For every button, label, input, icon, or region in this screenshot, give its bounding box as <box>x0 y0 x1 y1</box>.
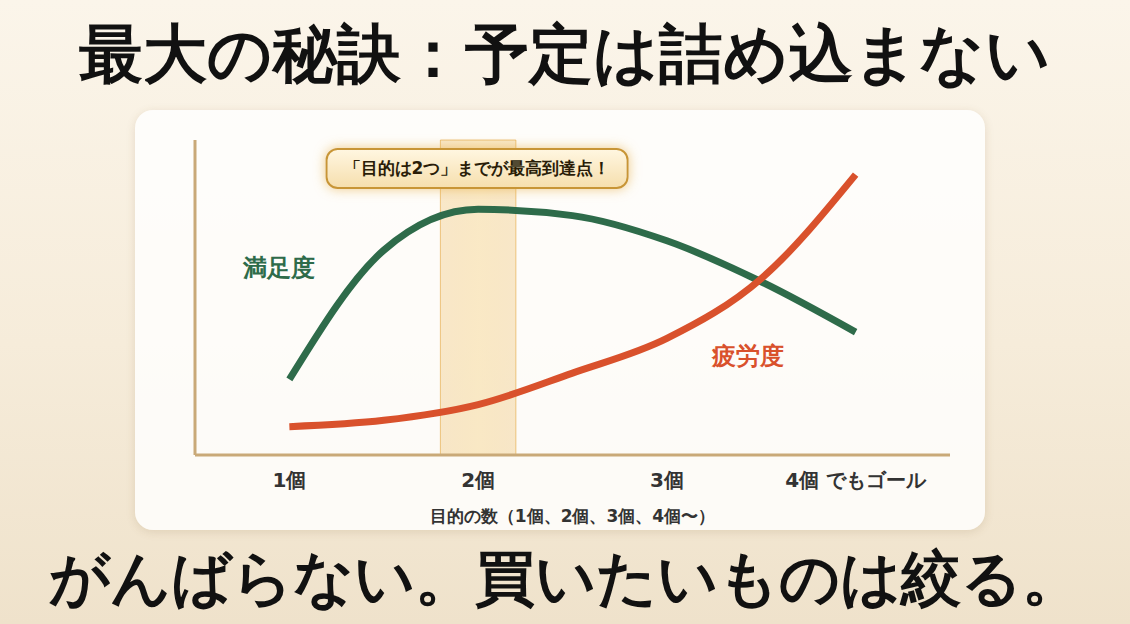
svg-text:2個: 2個 <box>461 468 495 492</box>
svg-text:1個: 1個 <box>272 468 306 492</box>
html-text:がんばらない。買いたいものは絞る。: がんばらない。買いたいものは絞る。 <box>48 543 1082 613</box>
html-text:「目的は2つ」までが最高到達点！: 「目的は2つ」までが最高到達点！ <box>343 158 611 178</box>
html-text:疲労度: 疲労度 <box>712 342 784 370</box>
svg-text:目的の数（1個、2個、3個、4個〜）: 目的の数（1個、2個、3個、4個〜） <box>430 506 715 526</box>
html-text:満足度: 満足度 <box>243 254 315 282</box>
html-text:最大の秘訣：予定は詰め込まない: 最大の秘訣：予定は詰め込まない <box>79 17 1051 91</box>
svg-text:3個: 3個 <box>650 468 684 492</box>
svg-text:4個 でもゴール: 4個 でもゴール <box>785 468 927 492</box>
